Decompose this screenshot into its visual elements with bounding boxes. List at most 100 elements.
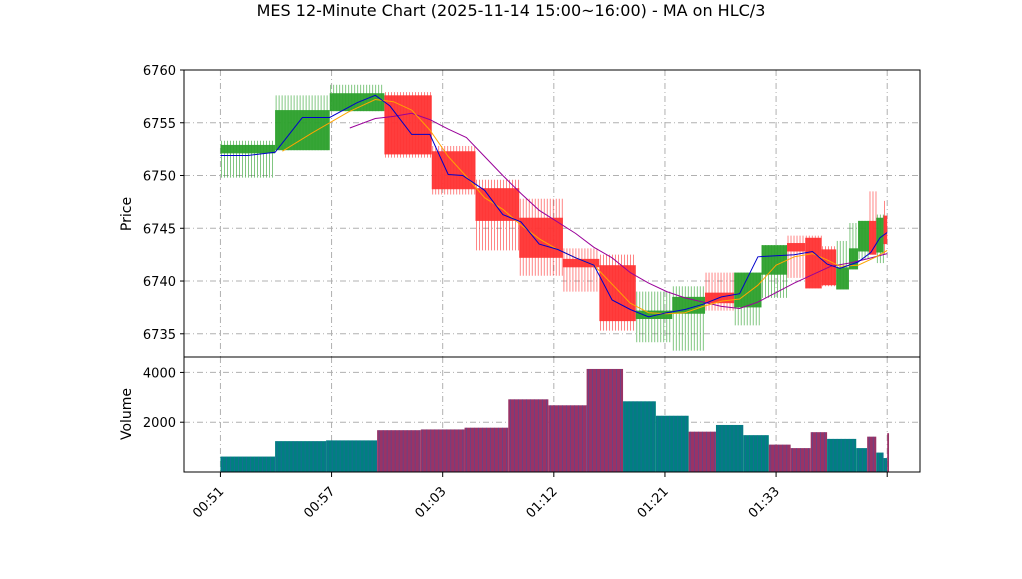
volume-bar-fill <box>856 448 868 472</box>
volume-bar-fill <box>768 444 791 472</box>
candle-body <box>635 310 673 320</box>
volume-y-ticks: 2000 4000 <box>143 366 184 431</box>
volume-bar-fill <box>326 440 378 472</box>
candle-down <box>384 92 432 158</box>
volume-bar <box>377 430 421 472</box>
volume-bar <box>856 448 868 472</box>
candle-body <box>275 110 330 151</box>
candle-down <box>519 198 563 276</box>
volume-bar <box>688 431 716 472</box>
volume-bar <box>883 458 888 472</box>
volume-bar <box>715 424 744 472</box>
candle-body <box>848 248 859 270</box>
candle-up <box>635 291 673 343</box>
volume-bar <box>508 399 549 472</box>
price-moving-averages <box>220 94 888 318</box>
candle-up <box>734 272 762 326</box>
candle-body <box>805 237 822 289</box>
price-y-tick-label: 6735 <box>143 328 176 343</box>
candle-body <box>734 272 762 308</box>
volume-bar <box>275 441 327 472</box>
volume-bars <box>220 368 890 472</box>
x-axis-ticks: 00:51 00:57 01:03 01:12 01:21 01:33 <box>190 472 888 521</box>
price-candles <box>220 84 888 351</box>
volume-bar <box>623 401 656 472</box>
candle-down <box>431 145 476 195</box>
price-y-tick-label: 6750 <box>143 170 176 185</box>
ma-fast-line <box>220 94 888 318</box>
candle-body <box>868 220 877 255</box>
volume-bar <box>464 427 509 472</box>
candle-body <box>883 215 888 245</box>
chart-title: MES 12-Minute Chart (2025-11-14 15:00~16… <box>257 1 766 20</box>
candle-body <box>431 151 476 190</box>
candle-down <box>475 179 520 251</box>
volume-bar-fill <box>623 401 656 472</box>
candle-down <box>599 254 636 331</box>
volume-bar <box>867 436 877 472</box>
candle-body <box>761 245 788 275</box>
candle-up <box>858 220 869 259</box>
volume-bar-fill <box>220 456 276 472</box>
candle-body <box>836 267 849 290</box>
x-tick-label: 00:57 <box>301 484 338 521</box>
ma-slow-line <box>349 112 888 310</box>
volume-bar-fill <box>508 399 549 472</box>
candle-body <box>384 95 432 155</box>
volume-bar <box>790 448 811 472</box>
price-y-tick-label: 6745 <box>143 222 176 237</box>
candle-body <box>562 258 600 268</box>
volume-bar-fill <box>810 432 828 472</box>
volume-bar <box>827 438 857 472</box>
volume-bar <box>743 435 769 472</box>
price-y-tick-label: 6755 <box>143 117 176 132</box>
volume-bar <box>586 368 624 472</box>
volume-bar-fill <box>688 431 716 472</box>
price-y-tick-label: 6740 <box>143 275 176 290</box>
candle-up <box>761 245 788 298</box>
candle-up <box>275 95 330 151</box>
price-ylabel: Price <box>119 197 135 231</box>
ma-mid-line <box>282 98 888 315</box>
candle-body <box>475 188 520 221</box>
candle-up <box>836 240 849 290</box>
volume-ylabel: Volume <box>119 388 135 440</box>
volume-bar <box>326 440 378 472</box>
candle-body <box>858 220 869 252</box>
volume-y-tick-label: 4000 <box>143 366 176 381</box>
volume-bar <box>887 433 890 472</box>
candle-down <box>805 235 822 289</box>
volume-bar-fill <box>275 441 327 472</box>
price-y-ticks: 6735 6740 6745 6750 6755 6760 <box>143 64 184 343</box>
candle-up <box>672 286 706 351</box>
volume-bar-fill <box>867 436 877 472</box>
volume-y-tick-label: 2000 <box>143 416 176 431</box>
volume-bar <box>655 415 689 472</box>
volume-bar-fill <box>743 435 769 472</box>
volume-bar-fill <box>548 405 587 472</box>
candle-down <box>787 235 806 278</box>
volume-bar <box>768 444 791 472</box>
candle-body <box>876 217 884 253</box>
volume-axes-frame <box>183 356 921 473</box>
volume-bar-fill <box>655 415 689 472</box>
candle-up <box>329 84 385 112</box>
x-tick-label: 01:12 <box>524 484 561 521</box>
x-tick-label: 01:03 <box>412 484 449 521</box>
candle-up <box>220 140 276 178</box>
x-tick-label: 01:33 <box>746 484 783 521</box>
volume-bar <box>876 452 884 472</box>
volume-bar <box>420 429 465 472</box>
x-tick-label: 00:51 <box>190 484 227 521</box>
candle-body <box>787 243 806 252</box>
volume-bar <box>810 432 828 472</box>
volume-bar <box>220 456 276 472</box>
volume-bar-fill <box>887 433 890 472</box>
candle-down <box>883 200 888 255</box>
candle-body <box>519 217 563 258</box>
volume-bar-fill <box>715 424 744 472</box>
candle-body <box>599 265 636 322</box>
x-tick-label: 01:21 <box>635 484 672 521</box>
